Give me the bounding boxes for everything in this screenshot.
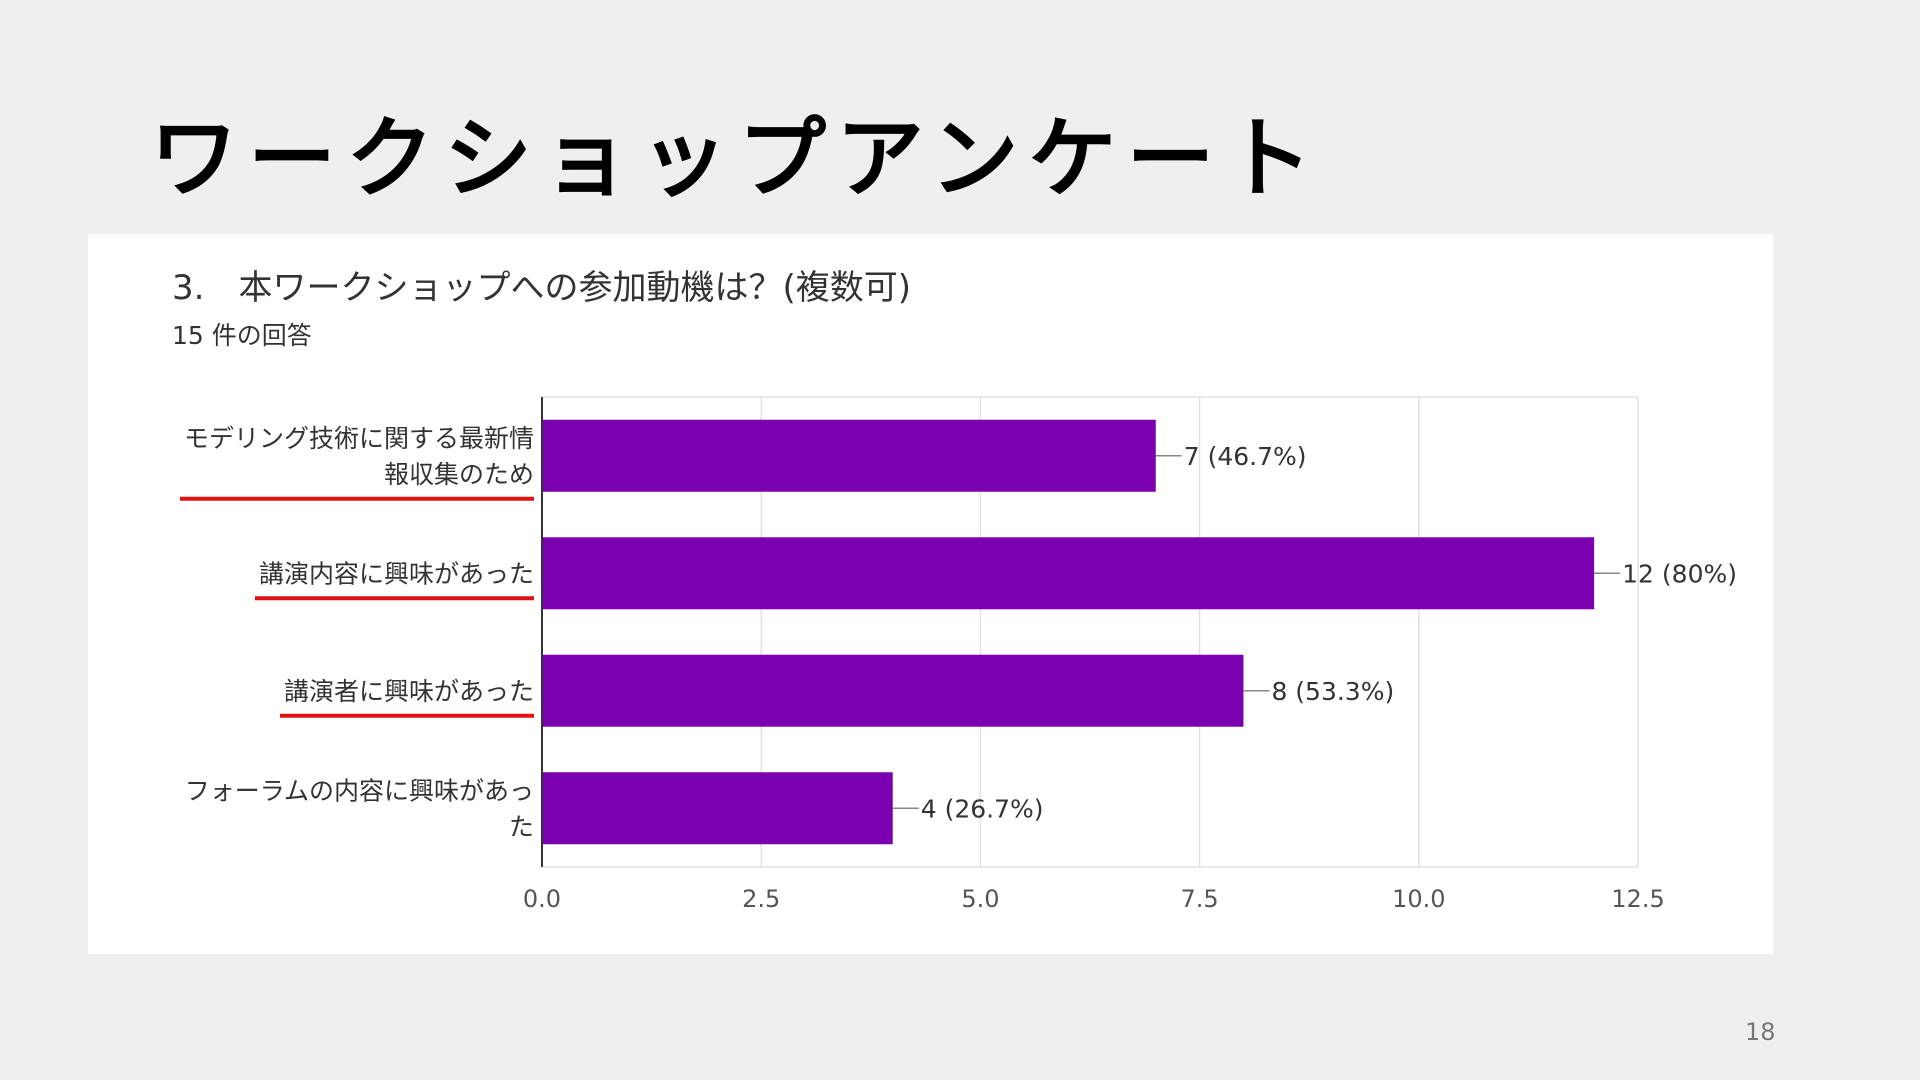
- category-label: 講演者に興味があった: [284, 677, 534, 706]
- data-label: 12 (80%): [1622, 559, 1737, 588]
- question-title: 3. 本ワークショップへの参加動機は？(複数可): [172, 268, 911, 308]
- data-label: 7 (46.7%): [1184, 442, 1307, 471]
- bar: [542, 537, 1595, 610]
- data-label: 4 (26.7%): [921, 794, 1044, 823]
- slide-title: ワークショップアンケート: [150, 107, 1323, 210]
- chart-panel: 3. 本ワークショップへの参加動機は？(複数可) 15 件の回答 0.0 2.5 5…: [88, 234, 1773, 954]
- category-label: 講演内容に興味があった: [259, 559, 534, 588]
- bar: [542, 772, 893, 845]
- bar: [542, 654, 1244, 727]
- category-label: モデリング技術に関する最新情: [184, 424, 534, 453]
- x-tick-label: 10.0: [1392, 885, 1445, 913]
- x-tick-label: 5.0: [961, 885, 999, 913]
- category-label: 報収集のため: [384, 460, 534, 489]
- page-number: 18: [1745, 1018, 1776, 1046]
- x-tick-label: 12.5: [1611, 885, 1664, 913]
- x-tick-label: 7.5: [1181, 885, 1219, 913]
- x-tick-label: 0.0: [523, 885, 561, 913]
- x-tick-label: 2.5: [742, 885, 780, 913]
- category-label: た: [509, 812, 534, 841]
- bar: [542, 419, 1156, 492]
- data-label: 8 (53.3%): [1271, 677, 1394, 706]
- response-count: 15 件の回答: [172, 321, 312, 350]
- category-label: フォーラムの内容に興味があっ: [185, 776, 534, 805]
- bar-chart: 0.0 2.5 5.0 7.5 10.0 12.5 7 (46.7%) モデリング技術に関する…: [179, 396, 1737, 913]
